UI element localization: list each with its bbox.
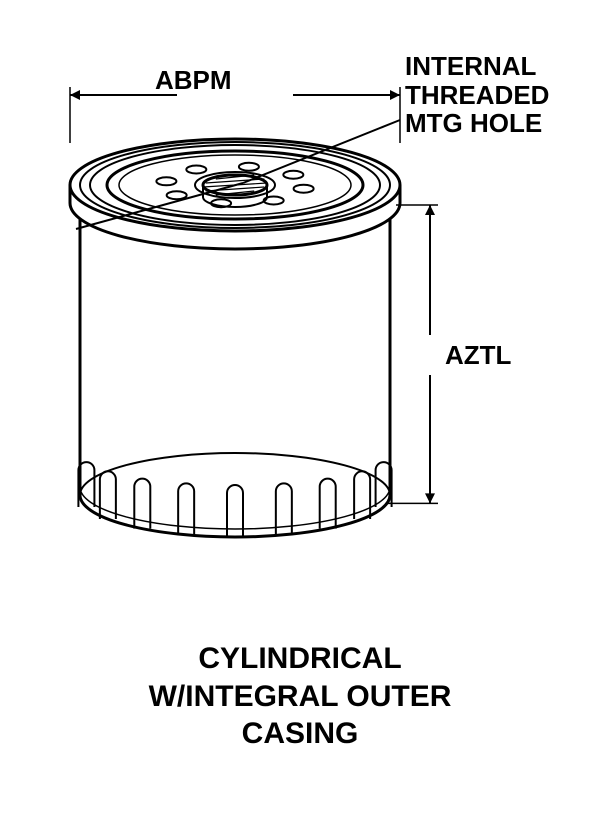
caption-line3: CASING bbox=[0, 715, 600, 753]
caption: CYLINDRICAL W/INTEGRAL OUTER CASING bbox=[0, 640, 600, 753]
label-aztl: AZTL bbox=[445, 340, 511, 371]
label-internal-threaded: INTERNAL THREADED MTG HOLE bbox=[405, 52, 549, 138]
label-abpm: ABPM bbox=[155, 65, 232, 96]
caption-line2: W/INTEGRAL OUTER bbox=[0, 678, 600, 716]
caption-line1: CYLINDRICAL bbox=[0, 640, 600, 678]
